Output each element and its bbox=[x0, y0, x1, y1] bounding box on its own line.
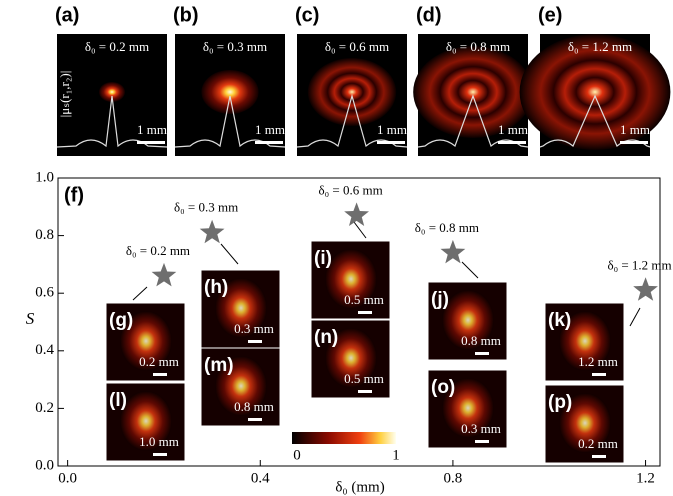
colorbar-max: 1 bbox=[392, 447, 400, 463]
point-label: δ₀ = 0.8 mm bbox=[415, 220, 479, 235]
panel-label: (e) bbox=[538, 4, 562, 26]
panel-label: (d) bbox=[416, 4, 442, 26]
star-point bbox=[633, 277, 658, 301]
panel-delta: δ₀ = 0.3 mm bbox=[203, 39, 267, 54]
inset-scale: 0.3 mm bbox=[234, 321, 274, 336]
figure: 0 1 (f) S δ₀ (mm) (a) δ₀ = 0.2 mm 1 mm (b) δ… bbox=[0, 0, 673, 496]
colorbar-min: 0 bbox=[293, 447, 301, 463]
panel-label: (b) bbox=[173, 4, 199, 26]
x-tick-label: 0.0 bbox=[58, 470, 77, 486]
inset-label: (m) bbox=[204, 355, 234, 376]
inset-scale-bar bbox=[153, 373, 167, 376]
panel-label: (f) bbox=[64, 184, 84, 206]
inset-scale-bar bbox=[358, 390, 372, 393]
colorbar bbox=[292, 432, 396, 444]
x-tick-label: 0.8 bbox=[444, 470, 463, 486]
point-label: δ₀ = 0.6 mm bbox=[318, 182, 382, 197]
scale-label: 1 mm bbox=[137, 122, 167, 137]
scale-bar bbox=[255, 141, 283, 144]
inset-scale: 0.8 mm bbox=[461, 333, 501, 348]
panel-label: (a) bbox=[55, 4, 79, 26]
y-tick-label: 0.4 bbox=[35, 342, 54, 358]
scale-bar bbox=[498, 141, 526, 144]
inset-label: (k) bbox=[548, 310, 571, 331]
point-label: δ₀ = 0.2 mm bbox=[126, 243, 190, 258]
point-label: δ₀ = 1.2 mm bbox=[607, 257, 671, 272]
panel-delta: δ₀ = 0.8 mm bbox=[446, 39, 510, 54]
inset-scale: 0.2 mm bbox=[578, 436, 618, 451]
inset-scale-bar bbox=[248, 340, 262, 343]
panel-delta: δ₀ = 1.2 mm bbox=[568, 39, 632, 54]
inset-label: (o) bbox=[431, 377, 455, 398]
inset-label: (g) bbox=[109, 310, 133, 331]
inset-scale-bar bbox=[475, 440, 489, 443]
scale-label: 1 mm bbox=[255, 122, 285, 137]
inset-scale-bar bbox=[248, 418, 262, 421]
inset-scale-bar bbox=[592, 455, 606, 458]
inset-scale-bar bbox=[475, 352, 489, 355]
inset-scale: 0.2 mm bbox=[139, 354, 179, 369]
panel-label: (c) bbox=[295, 4, 319, 26]
y-tick-label: 0.2 bbox=[35, 400, 54, 416]
inset-scale: 1.2 mm bbox=[578, 354, 618, 369]
inset-label: (j) bbox=[431, 289, 449, 310]
x-axis-label: δ₀ (mm) bbox=[335, 479, 384, 495]
scale-label: 1 mm bbox=[498, 122, 528, 137]
scale-bar bbox=[620, 141, 648, 144]
star-point bbox=[200, 220, 225, 244]
inset-scale-bar bbox=[358, 311, 372, 314]
inset-label: (l) bbox=[109, 390, 127, 411]
beam-pattern bbox=[201, 70, 258, 114]
star-point bbox=[152, 263, 177, 287]
panel-delta: δ₀ = 0.6 mm bbox=[325, 39, 389, 54]
inset-label: (i) bbox=[314, 248, 332, 269]
inset-scale: 0.8 mm bbox=[234, 399, 274, 414]
beam-pattern bbox=[308, 58, 396, 126]
inset-scale: 0.3 mm bbox=[461, 421, 501, 436]
y-tick-label: 1.0 bbox=[35, 169, 54, 185]
panel-delta: δ₀ = 0.2 mm bbox=[85, 39, 149, 54]
point-label: δ₀ = 0.3 mm bbox=[174, 200, 238, 215]
inset-label: (h) bbox=[204, 277, 228, 298]
x-tick-label: 0.4 bbox=[251, 470, 270, 486]
x-tick-label: 1.2 bbox=[636, 470, 655, 486]
star-point bbox=[344, 202, 369, 226]
inset-scale-bar bbox=[153, 453, 167, 456]
scale-bar bbox=[137, 141, 165, 144]
inset-label: (p) bbox=[548, 392, 572, 413]
panel-y-label: |μₛ(r₁,r₂)| bbox=[57, 71, 72, 118]
star-point bbox=[441, 240, 466, 264]
y-tick-label: 0.6 bbox=[35, 285, 54, 301]
scale-bar bbox=[377, 141, 405, 144]
y-tick-label: 0.8 bbox=[35, 227, 54, 243]
scale-label: 1 mm bbox=[377, 122, 407, 137]
y-axis-label: S bbox=[26, 309, 35, 328]
inset-scale: 1.0 mm bbox=[139, 434, 179, 449]
scale-label: 1 mm bbox=[620, 122, 650, 137]
inset-scale-bar bbox=[592, 373, 606, 376]
inset-scale: 0.5 mm bbox=[344, 292, 384, 307]
inset-label: (n) bbox=[314, 327, 338, 348]
y-tick-label: 0.0 bbox=[35, 457, 54, 473]
inset-scale: 0.5 mm bbox=[344, 371, 384, 386]
